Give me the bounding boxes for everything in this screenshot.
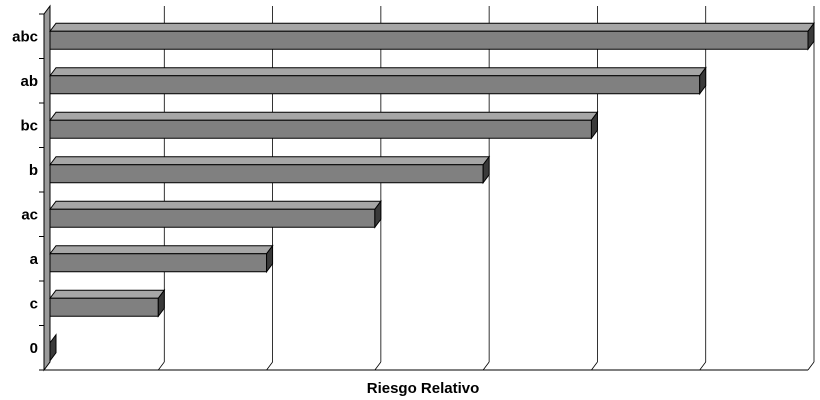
gridline-foot <box>157 361 165 371</box>
x-axis-title: Riesgo Relativo <box>367 380 480 397</box>
category-label-bc: bc <box>20 117 38 134</box>
bar-bc <box>49 110 599 140</box>
bar-side <box>590 110 598 140</box>
gridline-foot <box>266 361 273 371</box>
bar-ac <box>49 199 382 229</box>
bar-side <box>374 199 382 229</box>
bar-abc <box>49 21 815 51</box>
bar-top <box>49 200 382 210</box>
bar-0 <box>49 333 57 363</box>
category-label-0: 0 <box>30 340 38 357</box>
bar-side <box>266 244 274 274</box>
category-label-ac: ac <box>21 206 38 223</box>
bar-c <box>49 288 166 318</box>
gridline-foot <box>482 361 490 371</box>
bar-side <box>49 333 57 363</box>
bar-top <box>49 245 274 255</box>
category-label-b: b <box>29 162 38 179</box>
bar-front <box>49 75 701 95</box>
bar-front <box>49 119 592 139</box>
bar-b <box>49 155 491 185</box>
bar-front <box>49 208 376 228</box>
bar-side <box>482 155 490 185</box>
category-label-ab: ab <box>20 73 38 90</box>
bar-side <box>699 66 707 96</box>
bar-top <box>49 22 815 32</box>
bar-front <box>49 164 484 184</box>
bar-top <box>49 111 599 121</box>
category-label-abc: abc <box>12 28 38 45</box>
category-label-c: c <box>30 295 38 312</box>
gridline-foot <box>699 361 707 371</box>
bar-a <box>49 244 274 274</box>
bar-top <box>49 67 707 77</box>
bar-front <box>49 253 268 273</box>
category-label-a: a <box>30 251 39 268</box>
y-axis-wall <box>43 4 51 372</box>
bar-top <box>49 156 491 166</box>
gridline-foot <box>807 361 815 371</box>
gridline-foot <box>374 361 382 371</box>
bar-front <box>49 297 159 317</box>
gridline-foot <box>591 361 598 371</box>
bar-ab <box>49 66 707 96</box>
bar-top <box>49 289 166 299</box>
bar-side <box>157 288 165 318</box>
bar-side <box>807 21 815 51</box>
bar-front <box>49 30 809 50</box>
